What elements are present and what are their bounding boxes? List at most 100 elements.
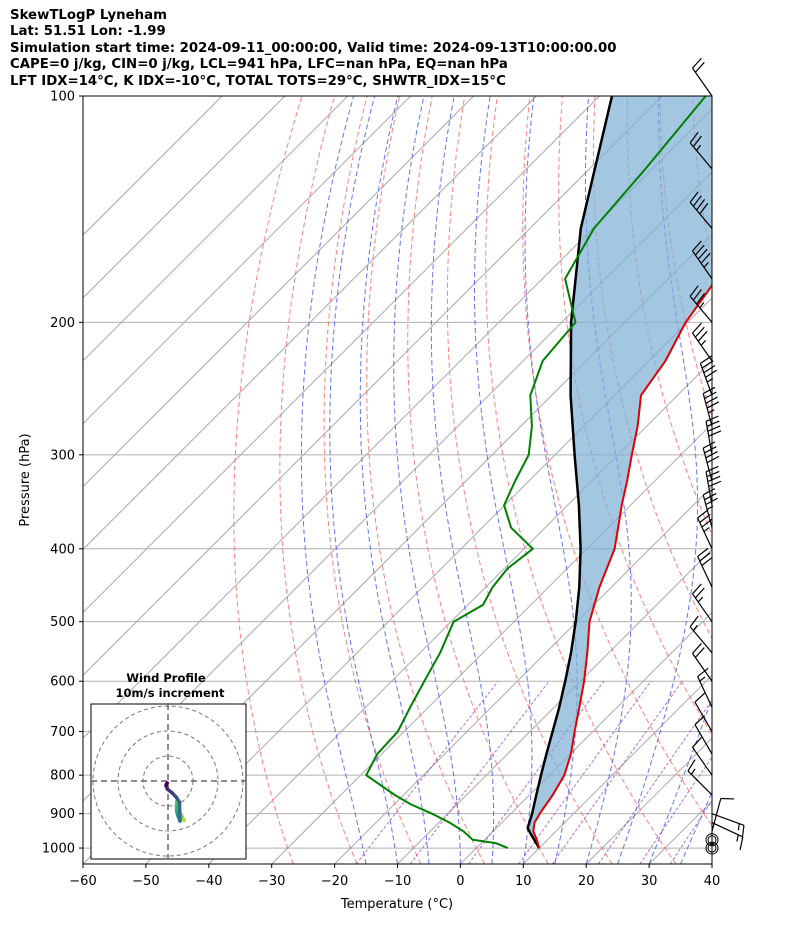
wind-barb [711, 822, 744, 851]
moist-adiabat [617, 96, 699, 864]
hodograph-title: Wind Profile [126, 671, 206, 685]
sounding-profiles [365, 96, 712, 850]
title-location: Lat: 51.51 Lon: -1.99 [10, 24, 166, 40]
parcel-profile-line [526, 96, 614, 849]
axis-ticks: −60 −50 −40 −30 −20 −10 0 10 20 30 40 100 200 300 400 5… [42, 90, 720, 890]
isotherm-line [522, 674, 712, 864]
title-station: SkewTLogP Lyneham [10, 8, 167, 23]
wind-barb [689, 615, 713, 654]
wind-barb [692, 583, 713, 623]
dry-adiabat [725, 96, 794, 864]
moist-adiabat [300, 96, 367, 864]
wind-barb [689, 191, 713, 229]
x-tick-label: −20 [321, 874, 348, 889]
dry-adiabat [279, 96, 358, 864]
isotherm-line [397, 548, 712, 864]
wind-barb [692, 322, 713, 362]
y-tick-label: 600 [50, 675, 75, 690]
y-tick-label: 200 [50, 316, 75, 331]
wind-barb [692, 643, 713, 682]
y-tick-label: 800 [50, 769, 75, 784]
mixing-ratio-line [597, 699, 712, 864]
x-tick-label: −50 [132, 874, 159, 889]
mixing-ratio-line [669, 799, 712, 864]
wind-barb [699, 355, 718, 396]
isotherm-line [334, 485, 712, 864]
dry-adiabat [446, 96, 613, 864]
moist-adiabat [474, 96, 533, 864]
x-tick-label: 30 [641, 874, 658, 889]
wind-barb [694, 692, 713, 732]
dry-adiabat [366, 96, 485, 864]
y-tick-label: 1000 [42, 842, 75, 857]
dry-adiabat [522, 96, 712, 827]
isotherm-line [83, 96, 600, 614]
wind-barb [702, 441, 720, 482]
dewpoint-profile-line [365, 96, 707, 850]
dry-adiabat [407, 96, 549, 864]
title-times: Simulation start time: 2024-09-11_00:00:… [10, 40, 617, 56]
x-tick-label: 40 [704, 874, 721, 889]
title-indices-line: LFT IDX=14°C, K IDX=-10°C, TOTAL TOTS=29… [10, 73, 506, 89]
y-tick-label: 300 [50, 448, 75, 463]
chart-title-block: SkewTLogP Lyneham Lat: 51.51 Lon: -1.99 … [10, 8, 617, 90]
mixing-ratio-line [468, 680, 605, 864]
isotherm-line [83, 96, 412, 425]
wind-barb [697, 547, 713, 588]
dry-adiabat [323, 96, 422, 864]
title-cape-line: CAPE=0 j/kg, CIN=0 j/kg, LCL=941 hPa, LF… [10, 57, 508, 73]
wind-barb [689, 131, 713, 170]
isotherm-line [83, 96, 349, 362]
hodograph-segment [164, 781, 169, 786]
y-tick-label: 100 [50, 90, 75, 105]
hodograph-subtitle: 10m/s increment [116, 686, 225, 700]
wind-barb [692, 240, 713, 280]
hodograph-segment [177, 800, 182, 823]
mixing-ratio-line [551, 680, 683, 864]
wind-barb [697, 667, 713, 708]
mixing-ratio-line [355, 680, 499, 864]
isotherm-line [711, 863, 712, 864]
wind-barb [687, 759, 713, 796]
moist-adiabat [359, 96, 430, 864]
hodograph-ring [117, 730, 219, 832]
moist-adiabat [648, 696, 712, 864]
isotherm-line [271, 422, 712, 864]
x-tick-label: −10 [384, 874, 411, 889]
y-tick-label: 700 [50, 725, 75, 740]
mixing-ratio-line [409, 680, 550, 864]
isotherm-line [83, 96, 537, 551]
adiabat-lines [233, 96, 794, 864]
isotherm-line [83, 96, 663, 677]
moist-adiabat [711, 862, 712, 864]
dry-adiabat [659, 96, 712, 418]
dry-adiabat [485, 96, 677, 864]
mixing-ratio-line [518, 680, 652, 864]
isotherm-line [83, 96, 223, 236]
moist-adiabat [329, 96, 398, 864]
isotherm-line [145, 297, 712, 864]
isotherm-line [460, 611, 712, 864]
wind-barb [692, 737, 713, 776]
dry-adiabat [233, 96, 303, 864]
wind-barb [692, 57, 713, 97]
x-tick-label: −60 [69, 874, 96, 889]
x-tick-label: 20 [578, 874, 595, 889]
temperature-profile-line [532, 283, 712, 849]
cin-area [527, 96, 712, 849]
isotherm-line [83, 96, 474, 488]
y-tick-label: 900 [50, 807, 75, 822]
isotherm-line [83, 96, 286, 299]
mixing-ratio-line [639, 756, 712, 864]
wind-barb [705, 415, 722, 455]
dry-adiabat [758, 96, 794, 864]
y-tick-label: 400 [50, 542, 75, 557]
wind-barb [689, 285, 713, 323]
cin-shading [527, 96, 712, 849]
wind-barb [702, 386, 720, 427]
x-tick-label: −30 [258, 874, 285, 889]
wind-barbs [687, 57, 745, 855]
dry-adiabat [790, 96, 794, 864]
wind-barb [705, 465, 722, 506]
